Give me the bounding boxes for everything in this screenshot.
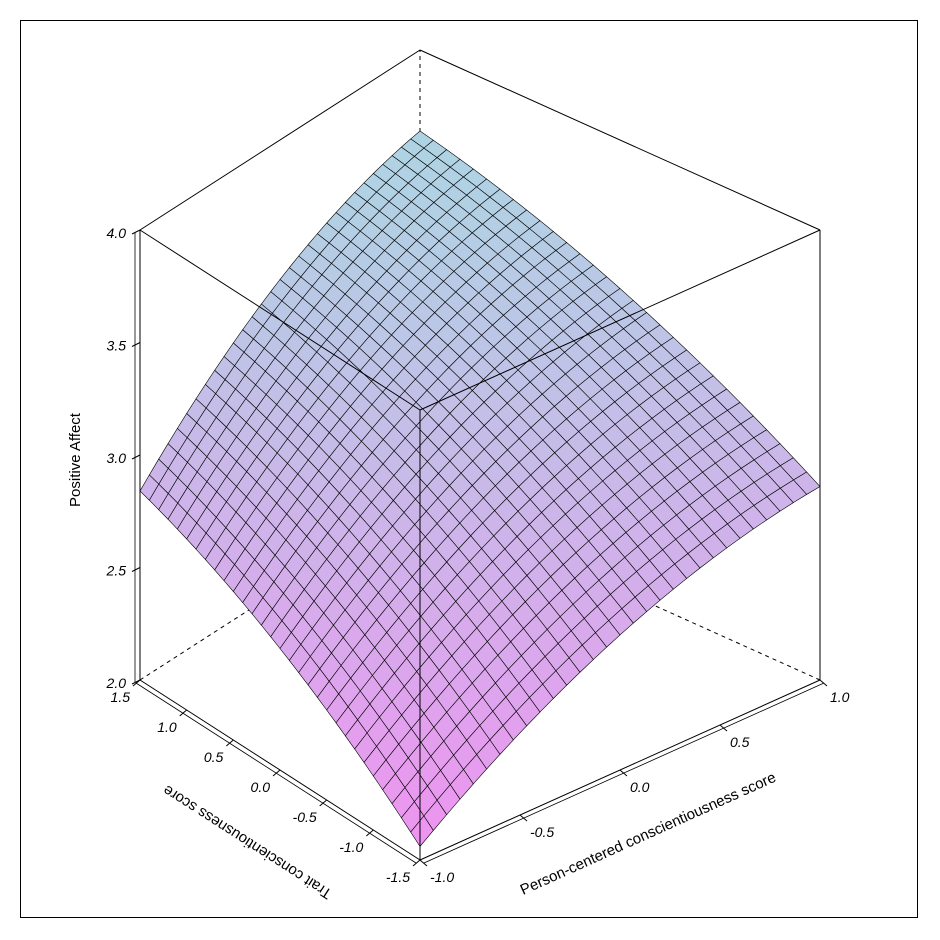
surface-plot: 2.02.53.03.54.0Positive Affect-1.5-1.0-0… <box>20 20 918 918</box>
svg-text:-1.0: -1.0 <box>430 869 454 885</box>
svg-text:-1.5: -1.5 <box>386 869 410 885</box>
svg-text:4.0: 4.0 <box>107 225 127 241</box>
svg-text:3.0: 3.0 <box>107 450 127 466</box>
svg-text:0.5: 0.5 <box>730 734 750 750</box>
svg-text:1.0: 1.0 <box>830 689 850 705</box>
svg-text:-1.0: -1.0 <box>339 839 363 855</box>
svg-text:0.0: 0.0 <box>251 779 271 795</box>
svg-text:-0.5: -0.5 <box>293 809 317 825</box>
svg-text:-0.5: -0.5 <box>530 824 554 840</box>
svg-text:Positive Affect: Positive Affect <box>67 412 84 507</box>
svg-text:1.5: 1.5 <box>111 689 131 705</box>
svg-text:3.5: 3.5 <box>107 338 127 354</box>
svg-text:2.5: 2.5 <box>106 563 127 579</box>
svg-text:0.0: 0.0 <box>630 779 650 795</box>
svg-text:1.0: 1.0 <box>157 719 177 735</box>
svg-text:0.5: 0.5 <box>204 749 224 765</box>
svg-text:Trait conscientiousness score: Trait conscientiousness score <box>160 781 335 902</box>
